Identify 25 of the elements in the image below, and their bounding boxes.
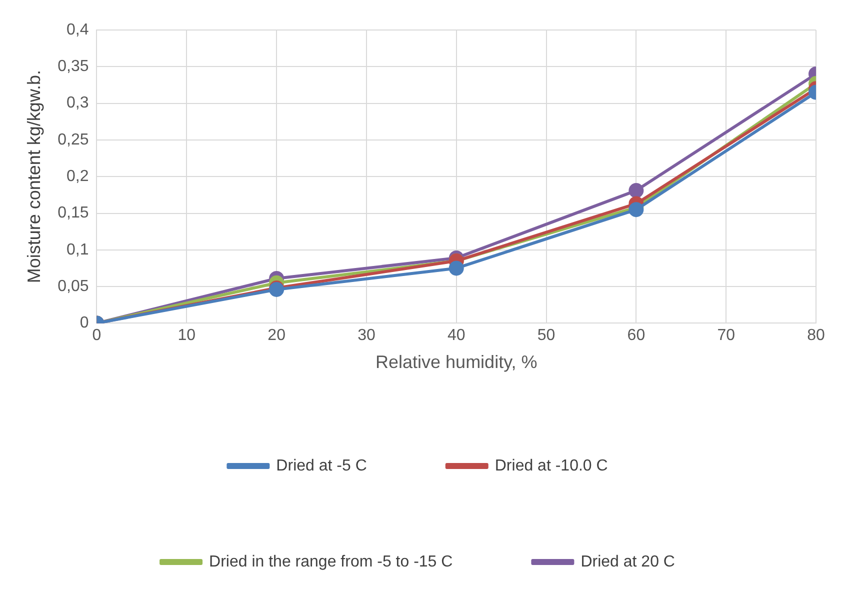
- y-tick-label: 0,3: [66, 94, 89, 112]
- y-tick-label: 0,15: [58, 204, 89, 222]
- x-axis-title: Relative humidity, %: [376, 352, 538, 372]
- x-tick-label: 20: [268, 327, 286, 344]
- x-tick-label: 70: [717, 327, 736, 344]
- x-tick-label: 0: [92, 327, 102, 344]
- legend-label: Dried at -10.0 C: [494, 457, 608, 474]
- legend-label: Dried at 20 C: [580, 553, 675, 570]
- point: [448, 260, 464, 276]
- legend-label: Dried in the range from -5 to -15 C: [209, 553, 453, 570]
- y-tick-label: 0,4: [66, 21, 89, 38]
- y-axis-title: Moisture content kg/kgw.b.: [24, 70, 44, 284]
- x-tick-label: 10: [178, 327, 196, 344]
- y-tick-label: 0,05: [58, 278, 89, 295]
- y-tick-label: 0,1: [66, 241, 89, 258]
- x-tick-label: 60: [627, 327, 646, 344]
- x-tick-label: 30: [358, 327, 376, 344]
- y-tick-label: 0,25: [58, 131, 89, 148]
- y-tick-label: 0,2: [66, 168, 89, 186]
- y-tick-label: 0: [80, 314, 89, 332]
- y-tick-label: 0,35: [58, 58, 89, 76]
- x-tick-label: 40: [447, 327, 466, 344]
- x-tick-label: 50: [537, 327, 556, 344]
- x-tick-label: 80: [807, 327, 825, 344]
- legend-label: Dried at -5 C: [276, 457, 367, 474]
